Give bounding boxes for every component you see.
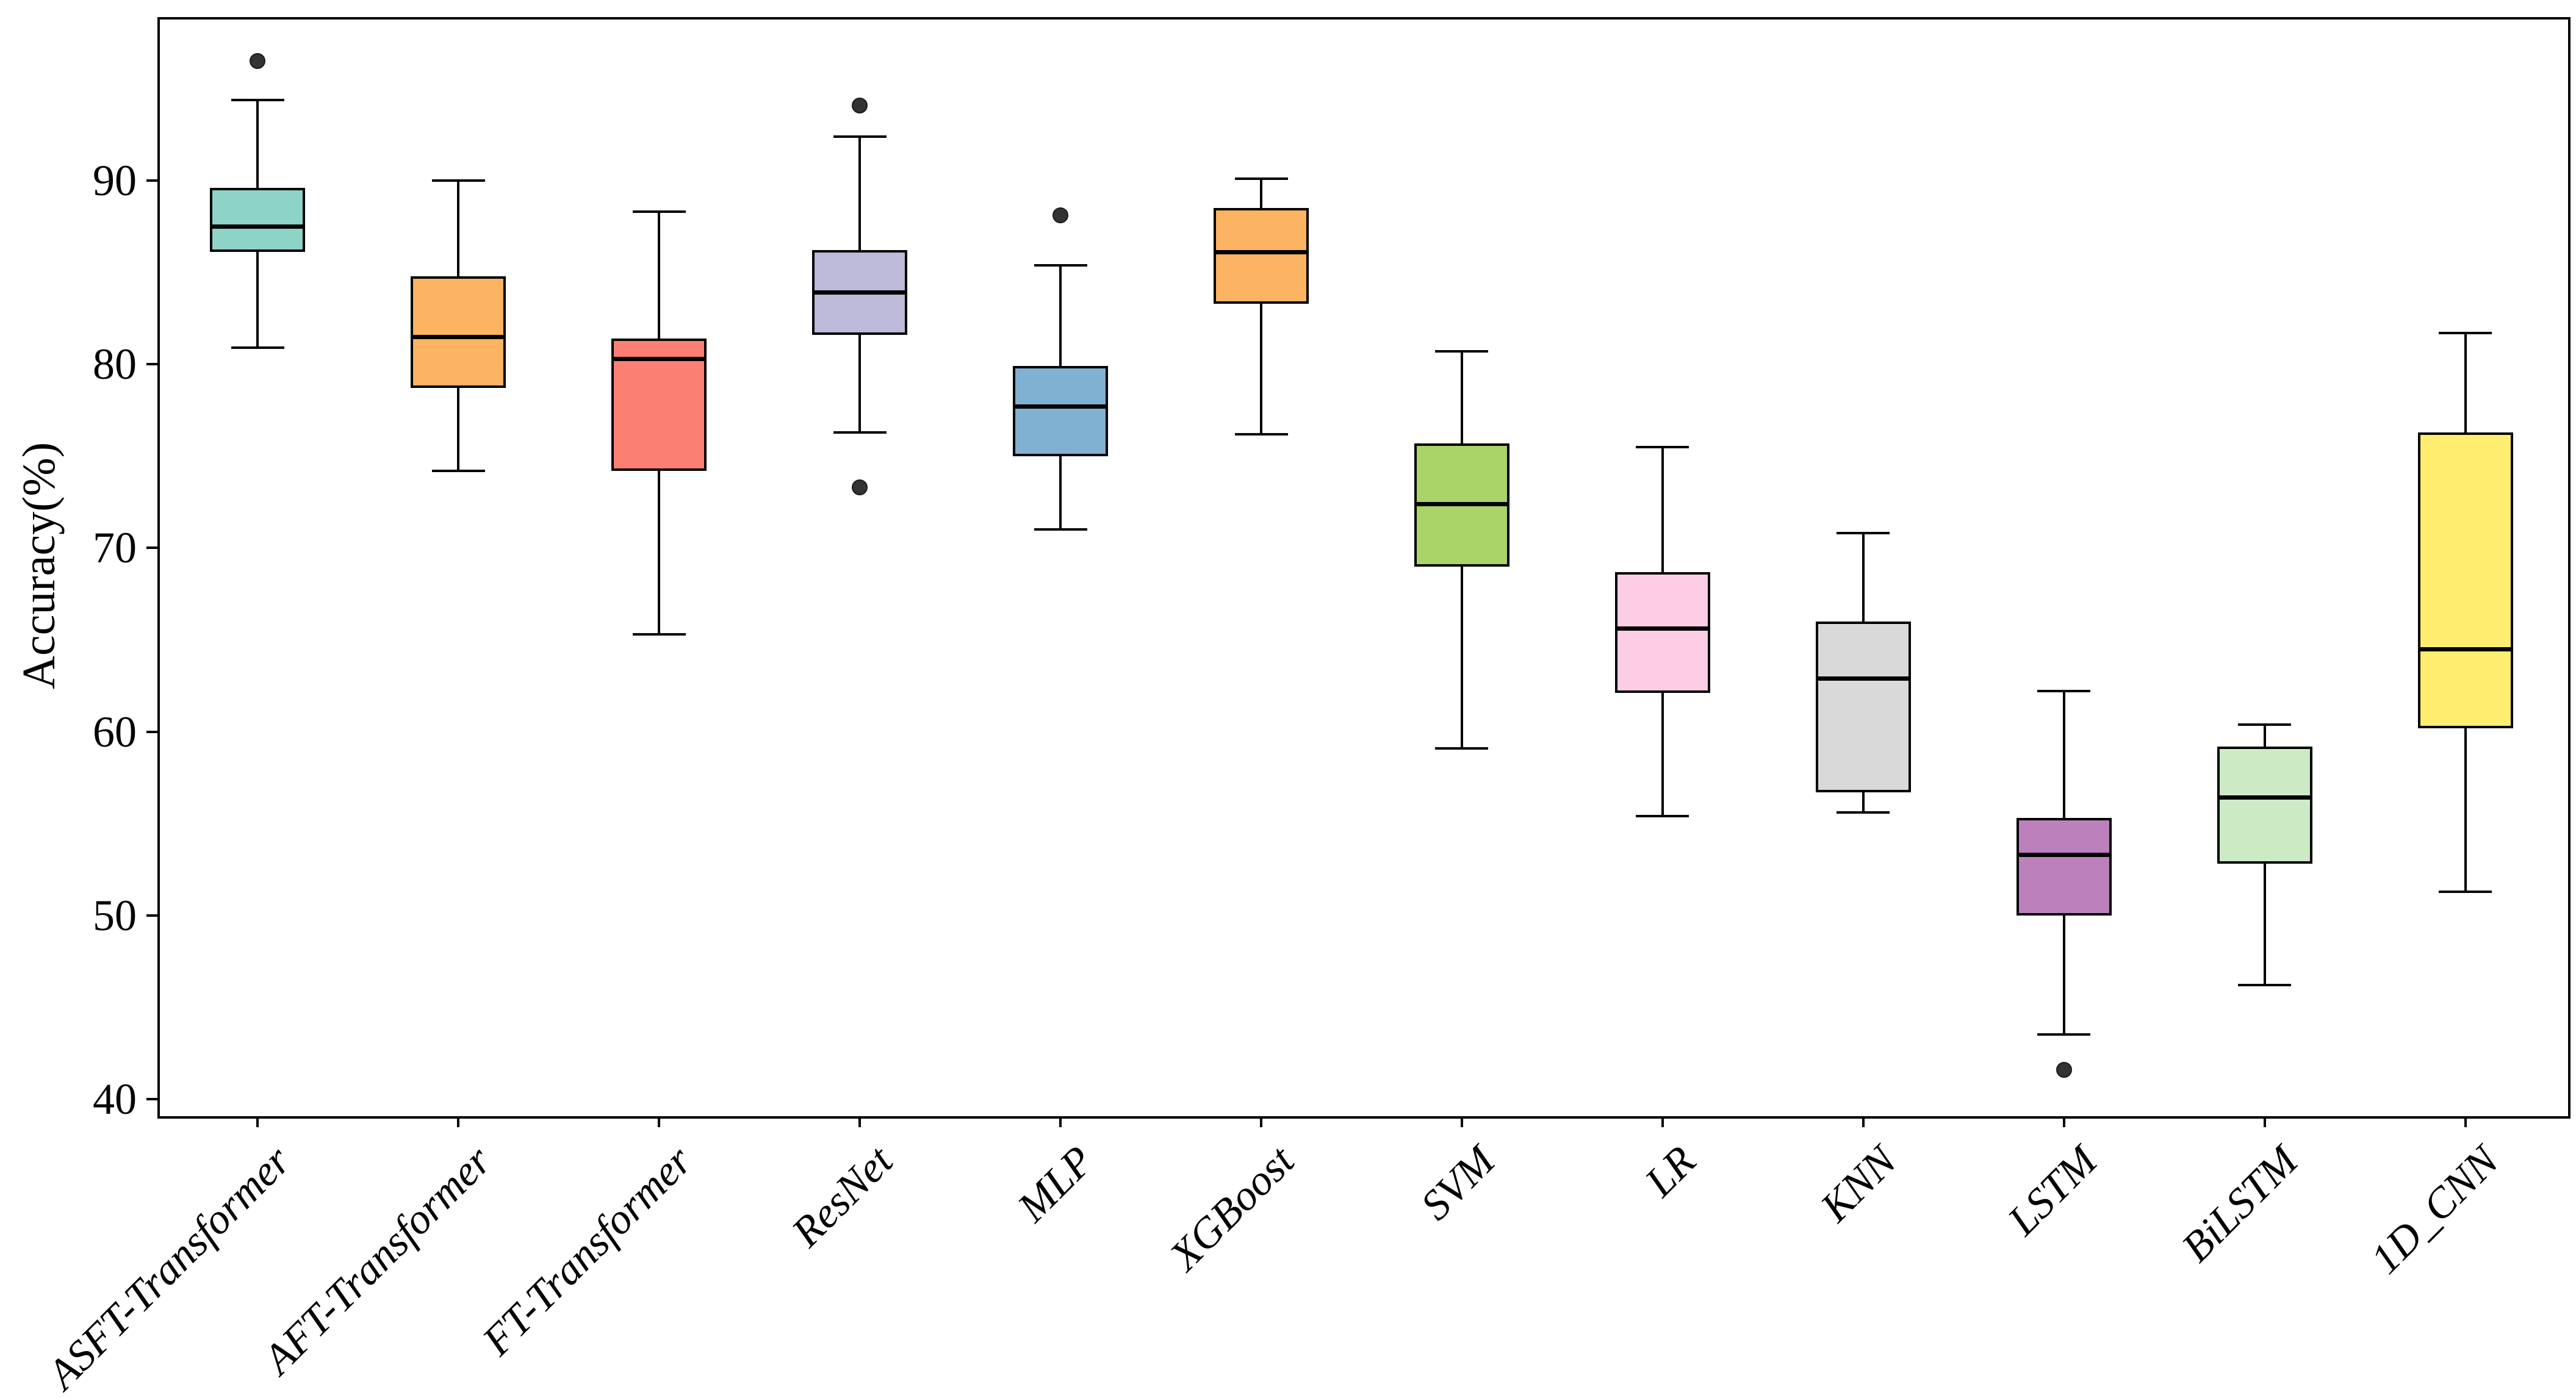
- outlier-point: [1052, 207, 1069, 224]
- box-plot-chart: Accuracy(%) 40 50 60 70 80 90 ASFT-Transforme…: [13, 17, 2571, 1398]
- x-tick: [256, 1116, 259, 1127]
- whisker-cap-top: [2439, 332, 2492, 335]
- x-tick-label: ResNet: [783, 1137, 902, 1256]
- y-tick: [146, 914, 157, 917]
- whisker-cap-top: [1636, 445, 1689, 448]
- x-tick-label: 1D_CNN: [2361, 1137, 2508, 1283]
- whisker-cap-bottom: [1234, 432, 1288, 436]
- x-tick: [1260, 1116, 1263, 1127]
- whisker-cap-bottom: [2238, 984, 2292, 987]
- x-tick-label: MLP: [1009, 1137, 1103, 1231]
- median-line: [210, 224, 306, 229]
- x-tick: [457, 1116, 460, 1127]
- x-tick: [2263, 1116, 2266, 1127]
- median-line: [1214, 250, 1309, 254]
- y-tick-label: 90: [93, 156, 137, 206]
- x-tick: [1661, 1116, 1664, 1127]
- whisker-cap-top: [833, 135, 887, 138]
- x-tick: [2464, 1116, 2467, 1127]
- whisker-cap-top: [1435, 350, 1489, 353]
- box: [1214, 208, 1309, 304]
- y-tick-label: 40: [93, 1074, 137, 1124]
- y-tick-label: 50: [93, 891, 137, 940]
- outlier-point: [250, 53, 266, 70]
- x-tick-label: LSTM: [1999, 1137, 2106, 1245]
- y-tick: [146, 363, 157, 366]
- whisker-cap-bottom: [231, 346, 284, 349]
- median-line: [1815, 676, 1911, 681]
- outlier-point: [852, 479, 868, 495]
- whisker-cap-top: [2238, 723, 2292, 726]
- whisker-cap-top: [1234, 177, 1288, 181]
- whisker-cap-top: [1034, 263, 1087, 267]
- whisker-cap-top: [632, 210, 686, 213]
- whisker-cap-bottom: [1636, 815, 1689, 818]
- y-tick-label: 80: [93, 340, 137, 389]
- x-tick-label: LR: [1636, 1137, 1705, 1206]
- x-tick: [2062, 1116, 2065, 1127]
- y-tick: [146, 1097, 157, 1100]
- whisker-cap-top: [1837, 532, 1890, 535]
- y-tick: [146, 730, 157, 733]
- y-tick-label: 70: [93, 523, 137, 573]
- median-line: [1013, 404, 1109, 409]
- y-tick: [146, 547, 157, 550]
- box: [2016, 818, 2112, 916]
- median-line: [411, 334, 506, 339]
- whisker-cap-bottom: [1435, 747, 1489, 750]
- whisker-cap-bottom: [1837, 811, 1890, 814]
- whisker-cap-bottom: [1034, 528, 1087, 531]
- box: [2417, 432, 2513, 728]
- box: [1815, 621, 1911, 792]
- whisker-cap-top: [431, 179, 485, 182]
- box: [411, 276, 506, 389]
- median-line: [611, 356, 707, 361]
- whisker-cap-bottom: [2439, 890, 2492, 893]
- whisker-cap-bottom: [833, 431, 887, 434]
- x-tick-label: KNN: [1811, 1137, 1905, 1231]
- x-tick-label: ASFT-Transformer: [38, 1137, 300, 1398]
- outlier-point: [852, 97, 868, 113]
- whisker-cap-top: [231, 98, 284, 101]
- y-tick-label: 60: [93, 707, 137, 756]
- whisker-cap-bottom: [431, 469, 485, 472]
- x-tick: [858, 1116, 862, 1127]
- box: [2217, 746, 2312, 864]
- whisker-cap-top: [2037, 690, 2091, 693]
- median-line: [2016, 852, 2112, 857]
- median-line: [2417, 647, 2513, 651]
- whisker-cap-bottom: [632, 633, 686, 636]
- x-tick-label: FT-Transformer: [473, 1137, 702, 1365]
- y-tick: [146, 179, 157, 182]
- x-tick: [1460, 1116, 1463, 1127]
- plot-area: [157, 17, 2571, 1119]
- x-tick-label: BiLSTM: [2173, 1137, 2307, 1272]
- box: [1013, 366, 1109, 456]
- whisker-line: [1260, 179, 1263, 434]
- outlier-point: [2056, 1061, 2072, 1078]
- median-line: [1614, 626, 1710, 631]
- x-tick: [1862, 1116, 1865, 1127]
- median-line: [812, 290, 908, 295]
- box: [1614, 572, 1710, 694]
- x-tick: [658, 1116, 661, 1127]
- median-line: [2217, 795, 2312, 800]
- box: [210, 188, 306, 253]
- x-tick-label: SVM: [1412, 1137, 1504, 1230]
- whisker-cap-bottom: [2037, 1033, 2091, 1036]
- x-tick-label: XGBoost: [1160, 1137, 1304, 1280]
- x-tick: [1059, 1116, 1062, 1127]
- median-line: [1414, 501, 1509, 506]
